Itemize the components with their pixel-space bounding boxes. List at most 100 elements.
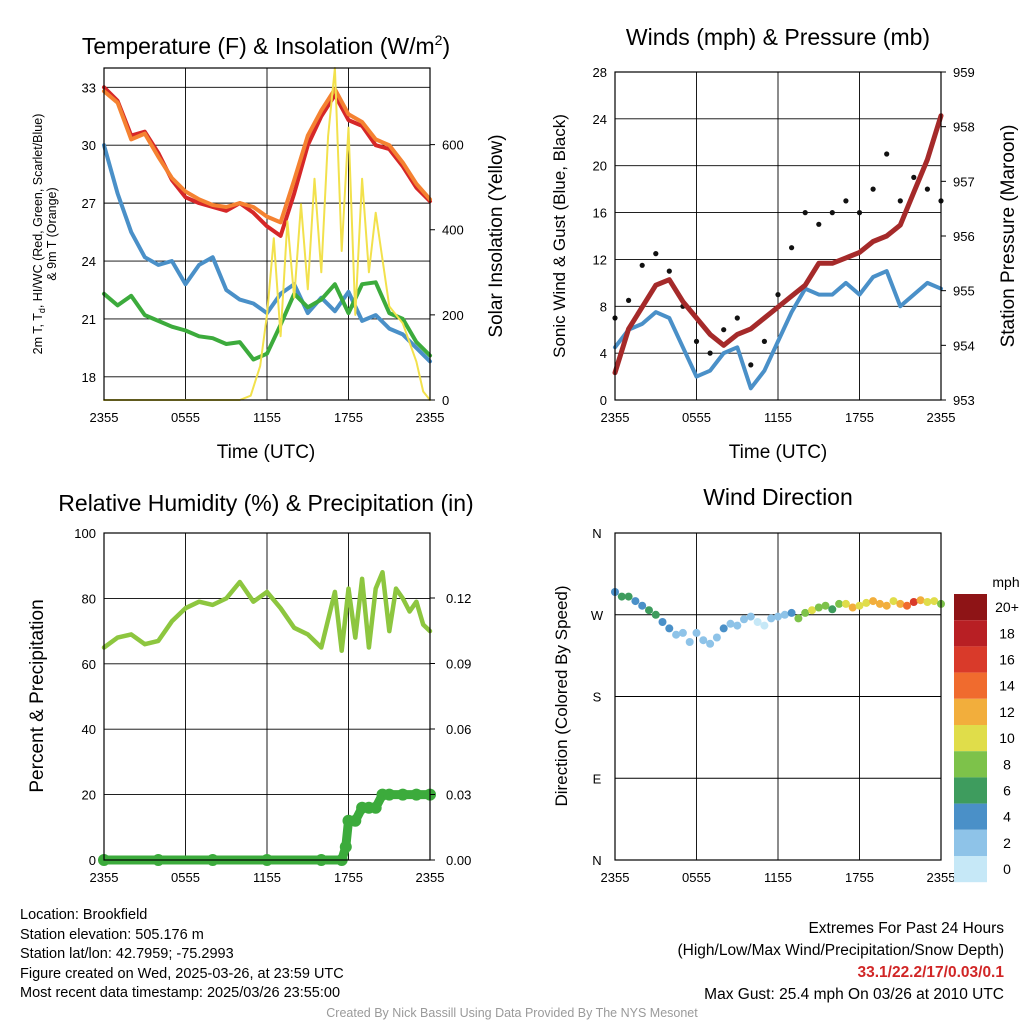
direction-point — [631, 597, 640, 606]
colorbar-label: 10 — [999, 730, 1015, 746]
colorbar-swatch — [954, 725, 987, 752]
temperature-y2-label: Solar Insolation (Yellow) — [486, 134, 507, 337]
winds-y2-tick: 953 — [953, 393, 975, 408]
humidity-x-tick: 2355 — [90, 870, 119, 885]
temperature-series-3 — [102, 280, 432, 362]
direction-x-tick: 1755 — [845, 870, 874, 885]
gust-point — [693, 338, 700, 344]
direction-point — [821, 601, 830, 610]
extremes-info: Extremes For Past 24 Hours (High/Low/Max… — [678, 918, 1005, 1006]
humidity-y-tick: 20 — [82, 788, 96, 803]
winds-y-tick: 12 — [593, 252, 607, 267]
temperature-x-tick: 1755 — [334, 410, 363, 425]
winds-y-tick: 4 — [600, 346, 607, 361]
direction-point — [814, 603, 823, 612]
winds-y-tick: 20 — [593, 159, 607, 174]
temperature-y-tick: 30 — [82, 138, 96, 153]
direction-point — [909, 598, 918, 606]
colorbar-label: 16 — [999, 652, 1015, 668]
direction-point — [617, 592, 626, 601]
direction-point — [672, 630, 681, 639]
gust-point — [843, 198, 849, 204]
temperature-x-tick: 1155 — [253, 410, 281, 425]
gust-point — [775, 292, 781, 298]
winds-x-label: Time (UTC) — [729, 442, 828, 463]
direction-point — [808, 606, 816, 615]
direction-point — [740, 615, 748, 624]
colorbar-swatch — [954, 856, 987, 883]
direction-x-tick: 2355 — [927, 870, 956, 885]
gust-point — [856, 210, 863, 216]
direction-point — [665, 624, 674, 633]
temperature-y-label-line2: & 9m T (Orange) — [45, 187, 59, 280]
gust-point — [897, 198, 903, 204]
gust-point — [924, 186, 931, 192]
data-layer — [98, 67, 945, 866]
colorbar-swatch — [954, 620, 987, 647]
direction-point — [774, 612, 782, 621]
direction-point — [685, 638, 694, 646]
colorbar-label: 20+ — [995, 599, 1019, 615]
direction-point — [875, 599, 884, 608]
winds-y-tick: 24 — [593, 112, 607, 127]
direction-point — [787, 608, 796, 617]
humidity-y2-tick: 0.09 — [446, 657, 471, 672]
colorbar-label: 4 — [1003, 809, 1011, 825]
grid-layer — [104, 68, 941, 861]
colorbar-swatch — [954, 829, 987, 856]
direction-point — [624, 592, 633, 601]
temperature-y2-tick: 400 — [442, 223, 464, 238]
direction-point — [651, 610, 660, 619]
temperature-x-tick: 2355 — [90, 410, 119, 425]
gust-point — [789, 245, 795, 251]
direction-point — [794, 614, 803, 623]
gust-point — [639, 262, 645, 268]
humidity-y2-tick: 0.06 — [446, 722, 471, 737]
direction-point — [889, 597, 898, 606]
gust-point — [870, 186, 876, 192]
direction-point — [930, 597, 939, 606]
temperature-y2-tick: 600 — [442, 138, 464, 153]
temperature-y-tick: 21 — [82, 312, 96, 327]
direction-y-tick: N — [592, 526, 601, 541]
humidity-y-label: Percent & Precipitation — [27, 599, 48, 792]
humidity-frame — [103, 532, 431, 861]
precip-point — [349, 814, 362, 827]
humidity-y-tick: 100 — [74, 526, 96, 541]
winds-series-0 — [613, 269, 943, 391]
direction-point — [760, 621, 769, 630]
direction-point — [916, 596, 925, 605]
temperature-x-tick: 2355 — [416, 410, 445, 425]
colorbar-label: 0 — [1003, 861, 1011, 877]
winds-x-tick: 2355 — [601, 410, 630, 425]
winds-y2-tick: 958 — [953, 120, 975, 135]
temperature-series-4 — [103, 67, 431, 401]
credit-text: Created By Nick Bassill Using Data Provi… — [326, 1006, 698, 1020]
humidity-y-tick: 80 — [82, 591, 96, 606]
humidity-x-tick: 0555 — [171, 870, 200, 885]
winds-panel-title: Winds (mph) & Pressure (mb) — [626, 24, 930, 50]
direction-point — [638, 601, 647, 610]
precip-point — [410, 788, 423, 801]
humidity-y-tick: 60 — [82, 657, 96, 672]
winds-y-label: Sonic Wind & Gust (Blue, Black) — [550, 114, 569, 358]
colorbar-label: 18 — [999, 625, 1015, 641]
direction-point — [855, 601, 864, 610]
gust-point — [911, 174, 917, 180]
direction-point — [903, 601, 911, 610]
winds-y-tick: 28 — [593, 65, 607, 80]
direction-point — [828, 605, 837, 614]
humidity-x-tick: 1755 — [334, 870, 363, 885]
gust-point — [653, 251, 659, 257]
gust-point — [666, 268, 672, 274]
direction-point — [658, 618, 667, 626]
direction-y-tick: W — [591, 608, 604, 623]
precip-point — [383, 788, 396, 801]
direction-x-tick: 2355 — [601, 870, 630, 885]
gust-point — [707, 350, 713, 356]
direction-point — [862, 598, 871, 607]
winds-series-2 — [612, 113, 944, 376]
direction-point — [767, 614, 776, 623]
winds-y2-label: Station Pressure (Maroon) — [998, 125, 1019, 348]
